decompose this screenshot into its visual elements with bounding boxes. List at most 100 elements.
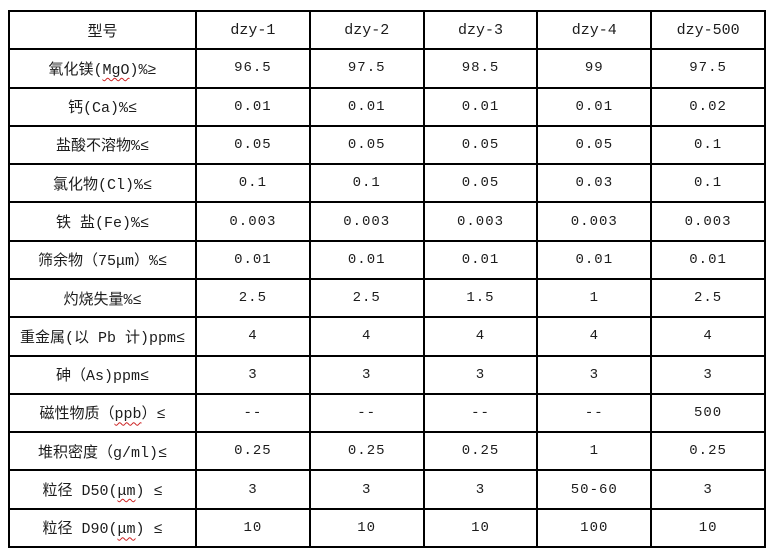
row-label-text: 筛余物（75μm）%≤	[37, 253, 167, 271]
row-label-misspell-mark: μm	[117, 483, 136, 501]
cell: 0.003	[650, 201, 766, 242]
cell: 0.01	[422, 239, 539, 280]
cell: 98.5	[422, 48, 539, 89]
table-row: 筛余物（75μm）%≤ 0.01 0.01 0.01 0.01 0.01	[8, 239, 766, 280]
row-label-text: 铁 盐(Fe)%≤	[55, 215, 149, 233]
cell: 3	[650, 354, 766, 395]
cell: 100	[536, 507, 653, 549]
cell: 4	[308, 316, 425, 357]
cell: 10	[422, 507, 539, 549]
cell: 0.05	[422, 163, 539, 204]
cell: 0.25	[422, 431, 539, 472]
row-label-text: ) ≤	[135, 483, 163, 501]
cell: 0.1	[195, 163, 311, 204]
row-label: 粒径 D90(μm) ≤	[8, 507, 197, 549]
header-row: 型号 dzy-1 dzy-2 dzy-3 dzy-4 dzy-500	[8, 9, 766, 51]
cell: 4	[536, 316, 653, 357]
row-label: 钙(Ca)%≤	[8, 86, 197, 127]
cell: 0.003	[195, 201, 311, 242]
cell: 0.003	[536, 201, 653, 242]
row-label-text: )%≥	[129, 61, 157, 79]
cell: 500	[650, 392, 766, 434]
cell: 0.01	[195, 86, 311, 127]
cell: 3	[308, 469, 425, 510]
cell: 4	[195, 316, 311, 357]
cell: 0.05	[308, 124, 425, 166]
cell: --	[536, 392, 653, 434]
row-label-text: 砷（As)ppm≤	[55, 368, 149, 386]
cell: 0.02	[650, 86, 766, 127]
row-label-text: 钙(Ca)%≤	[67, 100, 137, 118]
table-row: 氯化物(Cl)%≤ 0.1 0.1 0.05 0.03 0.1	[8, 163, 766, 204]
row-label: 氯化物(Cl)%≤	[8, 163, 197, 204]
cell: 0.1	[308, 163, 425, 204]
cell: 0.003	[422, 201, 539, 242]
cell: 3	[650, 469, 766, 510]
cell: 0.01	[308, 239, 425, 280]
cell: 4	[650, 316, 766, 357]
cell: 3	[195, 354, 311, 395]
cell: 96.5	[195, 48, 311, 89]
cell: --	[195, 392, 311, 434]
cell: 0.03	[536, 163, 653, 204]
cell: 0.01	[195, 239, 311, 280]
cell: 0.01	[650, 239, 766, 280]
row-label-misspell-mark: MgO	[102, 61, 130, 79]
table-row: 粒径 D50(μm) ≤ 3 3 3 50-60 3	[8, 469, 766, 510]
cell: 0.01	[422, 86, 539, 127]
cell: 1	[536, 277, 653, 319]
column-header-dzy-500: dzy-500	[650, 9, 766, 51]
row-label-text: ) ≤	[135, 521, 163, 539]
cell: 0.25	[650, 431, 766, 472]
table-row: 磁性物质（ppb）≤ -- -- -- -- 500	[8, 392, 766, 434]
row-label: 粒径 D50(μm) ≤	[8, 469, 197, 510]
table-row: 粒径 D90(μm) ≤ 10 10 10 100 10	[8, 507, 766, 549]
cell: 97.5	[308, 48, 425, 89]
row-label: 灼烧失量%≤	[8, 277, 197, 319]
row-label-text: 粒径 D50(	[42, 483, 118, 501]
cell: 0.01	[308, 86, 425, 127]
spec-table: 型号 dzy-1 dzy-2 dzy-3 dzy-4 dzy-500 氧化镁(M…	[8, 9, 766, 549]
row-label: 氧化镁(MgO)%≥	[8, 48, 197, 89]
cell: 3	[195, 469, 311, 510]
row-label: 砷（As)ppm≤	[8, 354, 197, 395]
table-row: 堆积密度（g/ml)≤ 0.25 0.25 0.25 1 0.25	[8, 431, 766, 472]
cell: 3	[422, 354, 539, 395]
cell: 0.1	[650, 163, 766, 204]
table-row: 盐酸不溶物%≤ 0.05 0.05 0.05 0.05 0.1	[8, 124, 766, 166]
table-row: 砷（As)ppm≤ 3 3 3 3 3	[8, 354, 766, 395]
corner-header: 型号	[8, 9, 197, 51]
table-row: 氧化镁(MgO)%≥ 96.5 97.5 98.5 99 97.5	[8, 48, 766, 89]
cell: 1	[536, 431, 653, 472]
row-label-text: 氯化物(Cl)%≤	[52, 176, 152, 194]
cell: 2.5	[308, 277, 425, 319]
cell: 0.05	[195, 124, 311, 166]
column-header-dzy-3: dzy-3	[422, 9, 539, 51]
cell: 2.5	[650, 277, 766, 319]
cell: --	[422, 392, 539, 434]
cell: 0.01	[536, 86, 653, 127]
cell: 0.1	[650, 124, 766, 166]
row-label-text: 磁性物质（	[39, 406, 115, 424]
table-row: 钙(Ca)%≤ 0.01 0.01 0.01 0.01 0.02	[8, 86, 766, 127]
row-label-misspell-mark: ppb	[114, 406, 142, 424]
cell: 1.5	[422, 277, 539, 319]
cell: 0.25	[195, 431, 311, 472]
cell: --	[308, 392, 425, 434]
cell: 0.05	[536, 124, 653, 166]
row-label: 盐酸不溶物%≤	[8, 124, 197, 166]
cell: 0.25	[308, 431, 425, 472]
row-label-text: 灼烧失量%≤	[63, 291, 142, 309]
cell: 50-60	[536, 469, 653, 510]
row-label-text: 堆积密度（g/ml)≤	[37, 444, 167, 462]
cell: 3	[308, 354, 425, 395]
table-row: 铁 盐(Fe)%≤ 0.003 0.003 0.003 0.003 0.003	[8, 201, 766, 242]
row-label: 堆积密度（g/ml)≤	[8, 431, 197, 472]
row-label-text: 氧化镁(	[48, 61, 103, 79]
row-label: 磁性物质（ppb）≤	[8, 392, 197, 434]
row-label: 筛余物（75μm）%≤	[8, 239, 197, 280]
column-header-dzy-2: dzy-2	[308, 9, 425, 51]
table-row: 重金属(以 Pb 计)ppm≤ 4 4 4 4 4	[8, 316, 766, 357]
cell: 97.5	[650, 48, 766, 89]
